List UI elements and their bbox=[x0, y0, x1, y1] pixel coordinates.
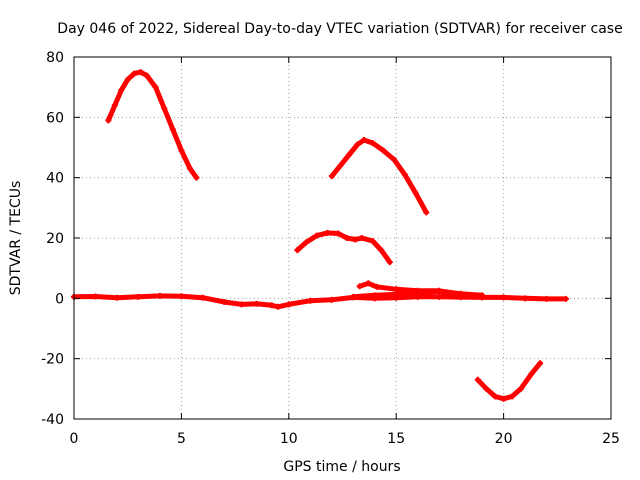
data-point bbox=[474, 376, 481, 383]
data-point bbox=[156, 292, 163, 299]
data-point bbox=[401, 171, 408, 178]
data-point bbox=[386, 259, 393, 266]
data-point bbox=[373, 283, 380, 290]
data-point bbox=[369, 139, 376, 146]
data-point bbox=[492, 393, 499, 400]
data-point bbox=[137, 69, 144, 76]
data-point bbox=[378, 247, 385, 254]
y-tick-label: 20 bbox=[46, 231, 64, 247]
data-point bbox=[135, 293, 142, 300]
ticks: 0 5 10 15 20 25 -40 -20 0 20 40 60 80 bbox=[41, 50, 620, 447]
y-tick-label: 0 bbox=[55, 291, 64, 307]
data-point bbox=[124, 76, 131, 83]
data-point bbox=[152, 84, 159, 91]
data-point bbox=[118, 87, 125, 94]
data-point bbox=[105, 117, 112, 124]
chart-title: Day 046 of 2022, Sidereal Day-to-day VTE… bbox=[57, 21, 622, 37]
data-point bbox=[328, 173, 335, 180]
data-point bbox=[92, 293, 99, 300]
data-point bbox=[528, 370, 535, 377]
data-point bbox=[294, 247, 301, 254]
data-point bbox=[517, 385, 524, 392]
data-point bbox=[423, 209, 430, 216]
data-point bbox=[238, 301, 245, 308]
data-point bbox=[369, 238, 376, 245]
data-point bbox=[380, 147, 387, 154]
data-point bbox=[221, 298, 228, 305]
data-point bbox=[186, 165, 193, 172]
y-tick-label: -40 bbox=[41, 412, 64, 428]
data-point bbox=[178, 147, 185, 154]
data-point bbox=[350, 293, 357, 300]
data-point bbox=[253, 300, 260, 307]
data-point bbox=[391, 156, 398, 163]
data-point bbox=[113, 294, 120, 301]
x-tick-label: 5 bbox=[177, 431, 186, 447]
y-axis-label: SDTVAR / TECUs bbox=[8, 181, 24, 296]
data-point bbox=[337, 162, 344, 169]
x-tick-label: 0 bbox=[70, 431, 79, 447]
series-line-arc-4 bbox=[475, 360, 543, 402]
data-point bbox=[199, 294, 206, 301]
data-point bbox=[537, 360, 544, 367]
data-point bbox=[500, 395, 507, 402]
data-point bbox=[436, 293, 443, 300]
data-point bbox=[193, 174, 200, 181]
data-point bbox=[412, 189, 419, 196]
data-point bbox=[371, 292, 378, 299]
data-point bbox=[161, 105, 168, 112]
series-line-arc-2 bbox=[329, 137, 429, 215]
data-point bbox=[393, 286, 400, 293]
data-point bbox=[307, 297, 314, 304]
data-point bbox=[500, 294, 507, 301]
data-point bbox=[345, 152, 352, 159]
data-point bbox=[313, 232, 320, 239]
series-group bbox=[71, 69, 569, 402]
data-point bbox=[436, 288, 443, 295]
series-line-arc-3 bbox=[294, 230, 393, 265]
data-point bbox=[302, 239, 309, 246]
data-point bbox=[343, 235, 350, 241]
y-tick-label: 60 bbox=[46, 110, 64, 126]
data-point bbox=[169, 126, 176, 133]
y-tick-label: -20 bbox=[41, 352, 64, 368]
data-point bbox=[356, 283, 363, 290]
x-tick-label: 25 bbox=[602, 431, 620, 447]
series-line-arc-5 bbox=[71, 293, 569, 310]
data-point bbox=[328, 296, 335, 303]
data-point bbox=[457, 292, 464, 299]
data-point bbox=[354, 141, 361, 148]
data-point bbox=[144, 72, 151, 79]
data-point bbox=[414, 289, 421, 296]
data-point bbox=[365, 280, 372, 287]
data-point bbox=[358, 235, 365, 241]
data-point bbox=[543, 295, 550, 302]
data-point bbox=[111, 102, 118, 109]
x-tick-label: 10 bbox=[280, 431, 298, 447]
data-point bbox=[562, 295, 569, 302]
x-tick-label: 15 bbox=[387, 431, 405, 447]
data-point bbox=[360, 136, 367, 143]
data-point bbox=[352, 236, 359, 243]
x-axis-label: GPS time / hours bbox=[283, 459, 400, 475]
data-point bbox=[178, 293, 185, 300]
data-point bbox=[393, 291, 400, 298]
data-point bbox=[268, 302, 275, 309]
data-point bbox=[285, 301, 292, 308]
y-tick-label: 40 bbox=[46, 171, 64, 187]
data-point bbox=[131, 70, 138, 77]
data-point bbox=[509, 393, 516, 400]
x-tick-label: 20 bbox=[495, 431, 513, 447]
data-point bbox=[324, 229, 331, 236]
data-point bbox=[275, 303, 282, 310]
y-tick-label: 80 bbox=[46, 50, 64, 66]
data-point bbox=[479, 294, 486, 301]
data-point bbox=[335, 230, 342, 237]
data-point bbox=[483, 385, 490, 392]
data-point bbox=[522, 295, 529, 302]
